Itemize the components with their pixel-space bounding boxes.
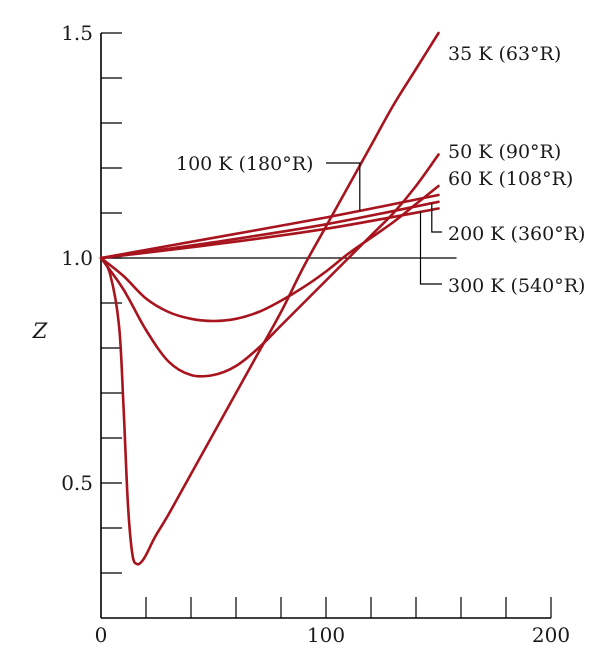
leader-200k bbox=[431, 203, 442, 233]
label-60k: 60 K (108°R) bbox=[448, 168, 573, 190]
axes bbox=[100, 33, 551, 619]
label-200k: 200 K (360°R) bbox=[448, 223, 585, 245]
label-300k: 300 K (540°R) bbox=[448, 275, 585, 297]
y-tick-label: 1.5 bbox=[61, 21, 93, 45]
curve-100k bbox=[99, 193, 440, 260]
x-tick-label: 100 bbox=[307, 623, 345, 647]
x-tick-label: 200 bbox=[532, 623, 570, 647]
label-35k: 35 K (63°R) bbox=[448, 43, 561, 65]
curve-50k bbox=[99, 153, 440, 378]
label-50k: 50 K (90°R) bbox=[448, 141, 561, 163]
y-axis-label: Z bbox=[32, 319, 48, 343]
y-tick-label: 1.0 bbox=[61, 246, 93, 270]
y-tick-label: 0.5 bbox=[61, 471, 93, 495]
text-labels: 0.5 1.0 1.5 0 100 200 Z 35 K (63°R) 50 K (90°R) 6… bbox=[32, 21, 586, 647]
curve-60k bbox=[99, 184, 440, 323]
x-tick-label: 0 bbox=[95, 623, 108, 647]
leader-300k bbox=[419, 211, 442, 285]
label-leaders bbox=[326, 162, 442, 285]
curve-300k bbox=[99, 207, 440, 260]
curves bbox=[99, 31, 440, 566]
tick-marks bbox=[101, 32, 552, 618]
curve-35k bbox=[99, 31, 440, 566]
leader-100k bbox=[326, 162, 361, 211]
label-100k: 100 K (180°R) bbox=[176, 153, 313, 175]
